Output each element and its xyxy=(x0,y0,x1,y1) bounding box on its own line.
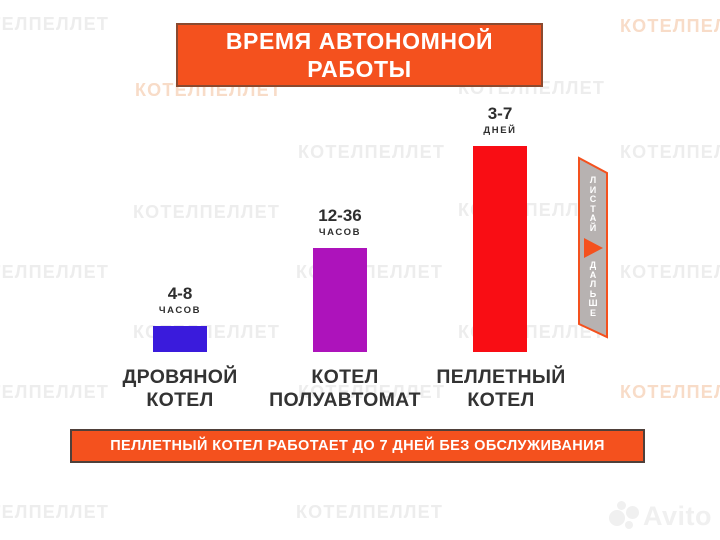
category-line-1: КОТЕЛ xyxy=(311,366,379,388)
avito-watermark-text: Avito xyxy=(643,500,712,531)
category-label-pellet-boiler: ПЕЛЛЕТНЫЙ КОТЕЛ xyxy=(406,366,596,412)
ribbon-letter: А xyxy=(589,213,597,223)
category-line-1: ДРОВЯНОЙ xyxy=(122,366,238,388)
bar-group-pellet-boiler: 3-7 ДНЕЙ xyxy=(473,105,527,352)
value-range: 3-7 xyxy=(487,104,513,123)
background-watermark: КОТЕЛПЕЛЛЕТ xyxy=(298,142,446,162)
title-line-1: ВРЕМЯ АВТОНОМНОЙ xyxy=(225,28,494,54)
value-range: 4-8 xyxy=(167,284,193,303)
background-watermark: КОТЕЛПЕЛЛЕТ xyxy=(620,262,720,282)
ribbon-letter: Д xyxy=(589,260,597,270)
value-unit: ЧАСОВ xyxy=(318,227,362,238)
background-watermark: КОТЕЛПЕЛЛЕТ xyxy=(0,14,110,34)
bar-group-wood-boiler: 4-8 ЧАСОВ xyxy=(153,285,207,352)
background-watermark: КОТЕЛПЕЛЛЕТ xyxy=(0,262,110,282)
ribbon-letter: Л xyxy=(589,279,597,289)
category-line-2: КОТЕЛ xyxy=(467,389,535,411)
ribbon-letter: И xyxy=(589,184,597,195)
bar-value-wood-boiler: 4-8 ЧАСОВ xyxy=(158,284,202,317)
background-watermark: КОТЕЛПЕЛЛЕТ xyxy=(298,382,446,402)
value-unit: ДНЕЙ xyxy=(483,125,517,136)
bar-value-pellet-boiler: 3-7 ДНЕЙ xyxy=(483,104,517,137)
ribbon-letter: Л xyxy=(589,175,597,185)
bar-group-semiauto-boiler: 12-36 ЧАСОВ xyxy=(313,207,367,352)
ribbon-letter: Й xyxy=(589,222,597,233)
background-watermark: КОТЕЛПЕЛЛЕТ xyxy=(620,382,720,402)
background-watermark: КОТЕЛПЕЛЛЕТ xyxy=(620,16,720,36)
bar-semiauto-boiler xyxy=(313,248,367,352)
arrow-right-icon xyxy=(584,238,603,258)
title-line-2: РАБОТЫ xyxy=(307,56,412,82)
swipe-ribbon xyxy=(578,156,608,339)
background-watermark: КОТЕЛПЕЛЛЕТ xyxy=(133,202,281,222)
bar-value-semiauto-boiler: 12-36 ЧАСОВ xyxy=(318,206,362,239)
avito-watermark: Avito xyxy=(608,500,712,532)
ribbon-letter: Ь xyxy=(589,288,597,299)
ribbon-letter: С xyxy=(589,194,597,204)
bar-wood-boiler xyxy=(153,326,207,352)
category-line-2: КОТЕЛ xyxy=(146,389,214,411)
category-label-wood-boiler: ДРОВЯНОЙ КОТЕЛ xyxy=(85,366,275,412)
background-watermark: КОТЕЛПЕЛЛЕТ xyxy=(620,142,720,162)
title-banner: ВРЕМЯ АВТОНОМНОЙ РАБОТЫ xyxy=(176,23,543,87)
ribbon-letter: Т xyxy=(590,203,596,214)
ribbon-letter: Ш xyxy=(588,298,598,308)
category-line-2: ПОЛУАВТОМАТ xyxy=(269,389,421,411)
bottom-banner: ПЕЛЛЕТНЫЙ КОТЕЛ РАБОТАЕТ ДО 7 ДНЕЙ БЕЗ О… xyxy=(70,429,645,463)
background-watermark: КОТЕЛПЕЛЛЕТ xyxy=(0,502,110,522)
avito-logo-icon xyxy=(608,500,640,532)
category-label-semiauto-boiler: КОТЕЛ ПОЛУАВТОМАТ xyxy=(250,366,440,412)
background-watermark: КОТЕЛПЕЛЛЕТ xyxy=(0,382,110,402)
bar-pellet-boiler xyxy=(473,146,527,352)
ribbon-letter: А xyxy=(589,269,597,280)
bottom-banner-text: ПЕЛЛЕТНЫЙ КОТЕЛ РАБОТАЕТ ДО 7 ДНЕЙ БЕЗ О… xyxy=(110,438,605,454)
value-unit: ЧАСОВ xyxy=(158,305,202,316)
background-watermark: КОТЕЛПЕЛЛЕТ xyxy=(296,502,444,522)
category-line-1: ПЕЛЛЕТНЫЙ xyxy=(436,366,566,388)
value-range: 12-36 xyxy=(318,206,362,225)
ribbon-letter: Е xyxy=(589,307,596,318)
